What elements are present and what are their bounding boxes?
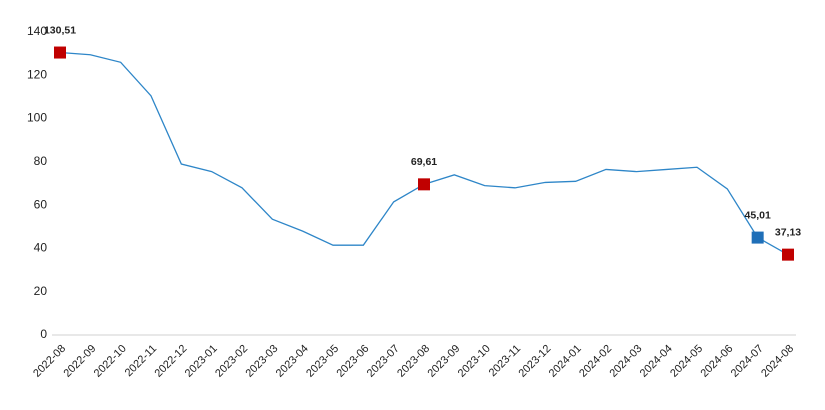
x-tick-label: 2023-04 — [274, 343, 311, 380]
x-tick-label: 2024-06 — [698, 343, 735, 380]
x-tick-label: 2024-01 — [547, 343, 584, 380]
marker — [782, 248, 794, 261]
x-tick-label: 2023-10 — [456, 343, 493, 380]
x-tick-label: 2022-12 — [152, 343, 189, 380]
marker — [751, 231, 764, 244]
x-tick-label: 2024-05 — [668, 343, 705, 380]
x-tick-label: 2022-08 — [31, 343, 68, 380]
data-label: 69,61 — [411, 156, 437, 168]
x-tick-label: 2023-02 — [213, 343, 250, 380]
x-tick-label: 2024-03 — [607, 343, 644, 380]
y-tick-label: 120 — [27, 67, 47, 81]
line — [59, 51, 789, 256]
x-tick-label: 2023-03 — [243, 343, 280, 380]
x-tick-label: 2023-01 — [183, 343, 220, 380]
marker — [54, 46, 66, 59]
x-tick-label: 2022-09 — [61, 343, 98, 380]
y-tick-label: 60 — [34, 197, 48, 211]
y-tick-label: 0 — [40, 327, 47, 341]
y-tick-label: 20 — [34, 284, 48, 298]
data-label: 130,51 — [44, 24, 76, 36]
x-tick-label: 2023-07 — [365, 343, 402, 380]
y-tick-label: 100 — [27, 111, 47, 125]
x-tick-label: 2023-08 — [395, 343, 432, 380]
y-tick-label: 40 — [34, 241, 48, 255]
marker — [418, 178, 430, 191]
data-label: 37,13 — [775, 226, 801, 238]
x-tick-label: 2023-06 — [334, 343, 371, 380]
data-label: 45,01 — [745, 209, 771, 221]
x-tick-label: 2024-02 — [577, 343, 614, 380]
x-tick-label: 2023-09 — [425, 343, 462, 380]
x-tick-label: 2023-05 — [304, 343, 341, 380]
x-tick-label: 2024-04 — [638, 343, 675, 380]
x-tick-label: 2024-08 — [759, 343, 796, 380]
x-tick-label: 2022-10 — [92, 343, 129, 380]
y-tick-label: 140 — [27, 24, 47, 38]
x-tick-label: 2023-12 — [516, 343, 553, 380]
x-tick-label: 2024-07 — [729, 343, 766, 380]
y-tick-label: 80 — [34, 154, 48, 168]
